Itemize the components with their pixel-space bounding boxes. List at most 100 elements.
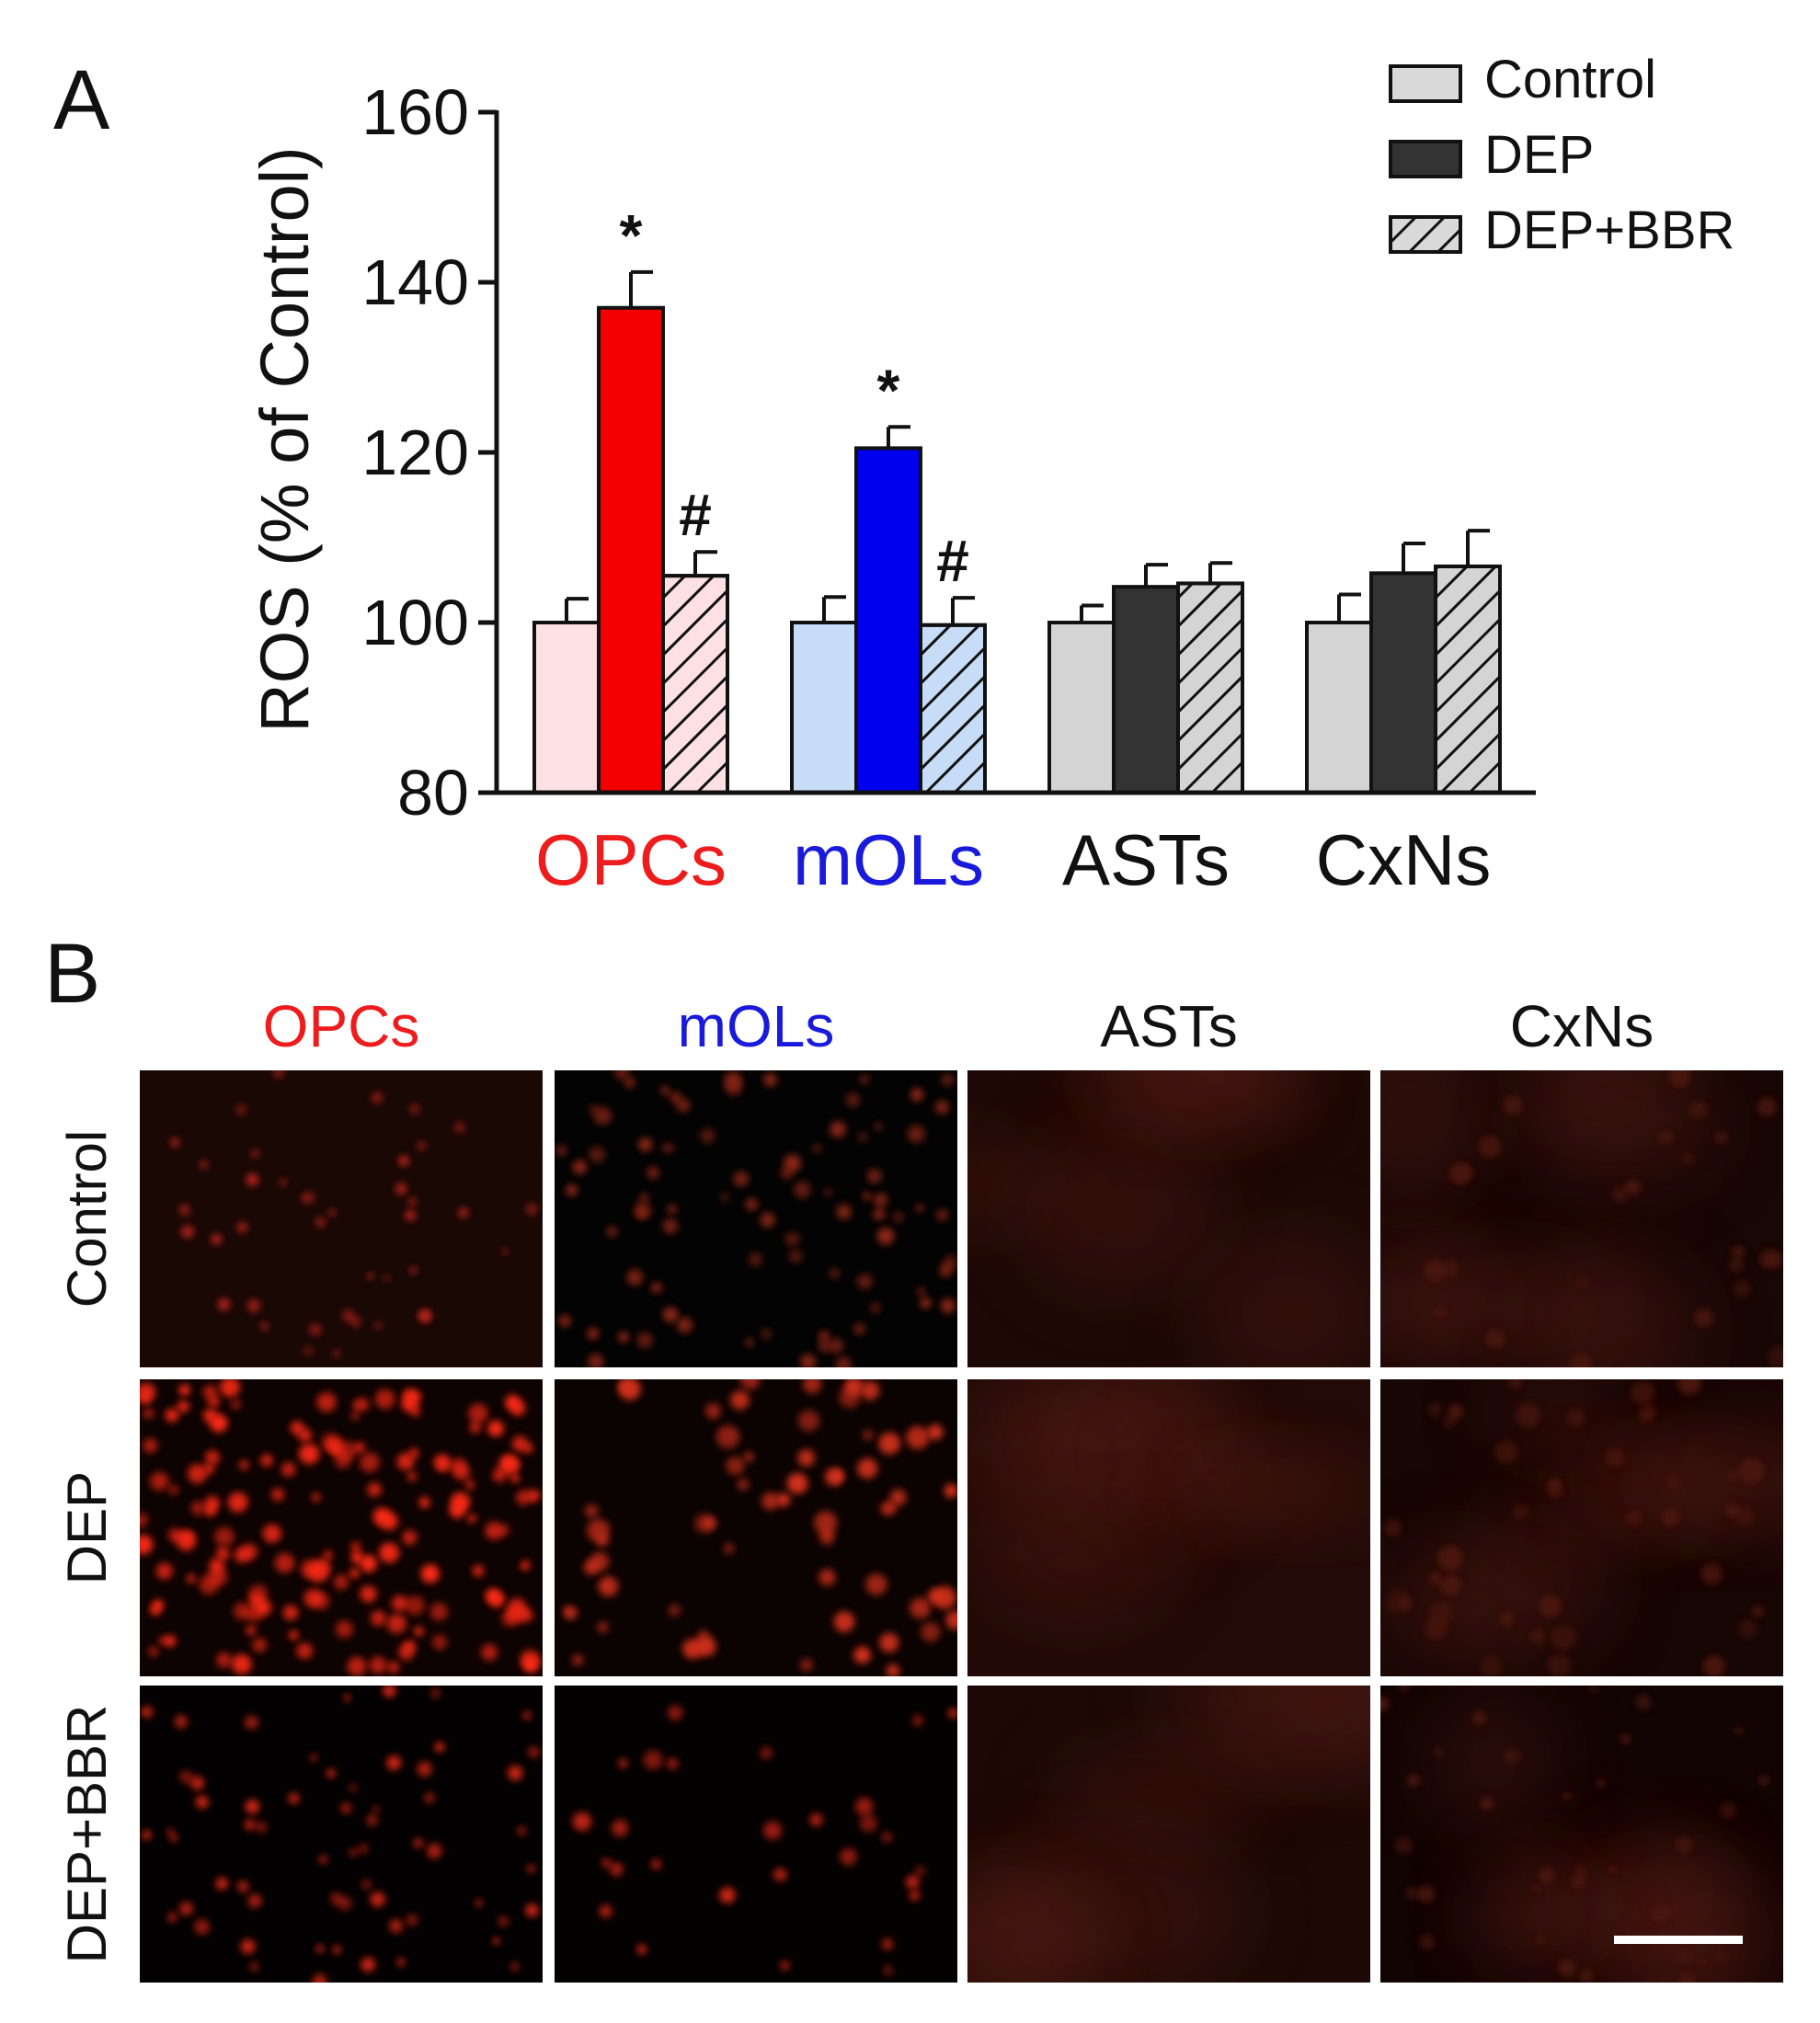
- fluorescent-cell: [566, 1607, 578, 1620]
- fluorescent-cell: [204, 1496, 220, 1512]
- fluorescent-cell: [1694, 1309, 1713, 1328]
- micrograph-glow: [1127, 1070, 1290, 1134]
- fluorescent-cell: [350, 1551, 364, 1564]
- fluorescent-cell: [237, 1880, 249, 1892]
- fluorescent-cell: [818, 1340, 830, 1353]
- fluorescent-cell: [413, 1626, 424, 1637]
- fluorescent-cell: [1500, 1612, 1514, 1626]
- micrograph-glow: [1161, 1686, 1370, 1774]
- fluorescent-cell: [248, 1584, 269, 1605]
- micrograph-dep-bbr-cxns: [1380, 1686, 1783, 1983]
- fluorescent-cell: [724, 1543, 735, 1554]
- fluorescent-cell: [216, 1547, 230, 1560]
- fluorescent-cell: [667, 1205, 677, 1215]
- fluorescent-cell: [288, 1792, 300, 1804]
- fluorescent-cell: [386, 1614, 407, 1634]
- fluorescent-cell: [214, 1526, 235, 1547]
- fluorescent-cell: [794, 1181, 811, 1198]
- fluorescent-cell: [784, 1154, 802, 1172]
- fluorescent-cell: [881, 1832, 892, 1843]
- fluorescent-cell: [315, 1944, 325, 1953]
- fluorescent-cell: [830, 1121, 846, 1138]
- fluorescent-cell: [409, 1103, 420, 1114]
- fluorescent-cell: [207, 1395, 220, 1408]
- micrograph-background: [555, 1379, 957, 1676]
- fluorescent-cell: [651, 1859, 661, 1869]
- fluorescent-cell: [589, 1551, 610, 1572]
- y-tick-label: 120: [361, 417, 469, 488]
- fluorescent-cell: [177, 1400, 189, 1412]
- fluorescent-cell: [406, 1914, 418, 1926]
- fluorescent-cell: [1668, 1070, 1691, 1088]
- fluorescent-cell: [424, 1792, 436, 1804]
- fluorescent-cell: [788, 1249, 803, 1263]
- fluorescent-cell: [343, 1694, 351, 1702]
- annotation-opcs-dep: *: [620, 202, 643, 269]
- fluorescent-cell: [289, 1630, 299, 1640]
- fluorescent-cell: [1551, 1625, 1576, 1651]
- fluorescent-cell: [413, 1837, 424, 1848]
- fluorescent-cell: [302, 1194, 308, 1201]
- fluorescent-cell: [458, 1207, 469, 1217]
- fluorescent-cell: [238, 1459, 249, 1470]
- fluorescent-cell: [235, 1104, 246, 1115]
- fluorescent-cell: [636, 1944, 647, 1955]
- fluorescent-cell: [352, 1400, 362, 1411]
- fluorescent-cell: [299, 1443, 320, 1465]
- bar-asts-dep: [1112, 585, 1180, 795]
- column-header-cxns: CxNs: [1510, 993, 1654, 1059]
- legend-swatch-control: [1389, 64, 1462, 103]
- fluorescent-cell: [366, 1814, 378, 1826]
- fluorescent-cell: [350, 1411, 361, 1421]
- fluorescent-cell: [927, 1423, 944, 1440]
- fluorescent-cell: [1626, 1509, 1643, 1526]
- x-tick-label-mols: mOLs: [793, 819, 984, 900]
- micrograph-content: [967, 1070, 1370, 1367]
- fluorescent-cell: [498, 1455, 519, 1475]
- fluorescent-cell: [1427, 1402, 1443, 1418]
- bar-cxns-dep-bbr-hatch: [1434, 564, 1502, 795]
- fluorescent-cell: [309, 1754, 318, 1762]
- fluorescent-cell: [1480, 1797, 1494, 1811]
- fluorescent-cell: [800, 1658, 813, 1672]
- fluorescent-cell: [434, 1742, 445, 1753]
- fluorescent-cell: [303, 1346, 313, 1355]
- fluorescent-cell: [227, 1492, 248, 1513]
- fluorescent-cell: [454, 1122, 465, 1133]
- fluorescent-cell: [437, 1458, 450, 1472]
- fluorescent-cell: [449, 1502, 465, 1519]
- fluorescent-cell: [760, 1746, 773, 1759]
- fluorescent-cell: [398, 1155, 409, 1166]
- fluorescent-cell: [1538, 1868, 1555, 1884]
- fluorescent-cell: [593, 1106, 612, 1126]
- fluorescent-cell: [249, 1961, 259, 1972]
- fluorescent-cell: [1424, 1259, 1447, 1282]
- fluorescent-cell: [1738, 1457, 1765, 1484]
- fluorescent-cell: [797, 1449, 816, 1467]
- fluorescent-cell: [379, 1542, 400, 1563]
- fluorescent-cell: [745, 1338, 754, 1347]
- fluorescent-cell: [1434, 1306, 1447, 1318]
- fluorescent-cell: [528, 1745, 540, 1758]
- fluorescent-cell: [271, 1488, 285, 1502]
- fluorescent-cell: [1504, 1748, 1520, 1766]
- fluorescent-cell: [1548, 1478, 1561, 1491]
- micrograph-control-mols: [555, 1070, 957, 1367]
- fluorescent-cell: [526, 1203, 538, 1216]
- fluorescent-cell: [1576, 1277, 1587, 1288]
- fluorescent-cell: [639, 1193, 649, 1204]
- fluorescent-cell: [179, 1902, 194, 1916]
- fluorescent-cell: [187, 1464, 208, 1484]
- fluorescent-cell: [636, 1208, 647, 1219]
- bar-opcs-dep: [597, 305, 665, 794]
- fluorescent-cell: [1536, 1936, 1546, 1946]
- bar-opcs-control: [532, 621, 601, 794]
- fluorescent-cell: [803, 1379, 822, 1394]
- fluorescent-cell: [328, 1209, 336, 1217]
- fluorescent-cell: [152, 1599, 164, 1611]
- micrograph-dep-asts: [967, 1379, 1370, 1676]
- micrograph-grid: OPCs mOLs ASTs CxNs Control DEP DEP+BBR: [56, 993, 1783, 1983]
- fluorescent-cell: [311, 1492, 321, 1503]
- fluorescent-cell: [166, 1828, 174, 1835]
- fluorescent-cell: [407, 1197, 417, 1206]
